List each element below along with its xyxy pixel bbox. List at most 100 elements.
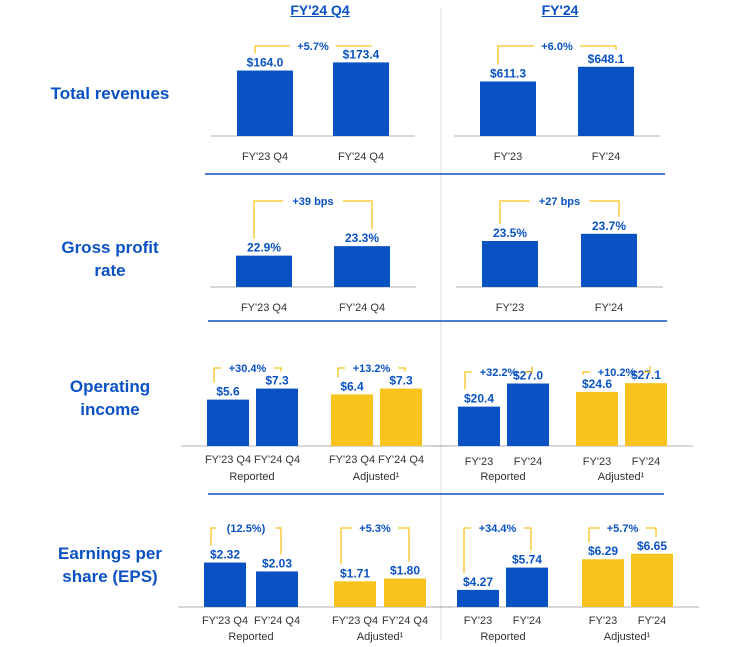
group-label: Adjusted¹ (604, 631, 651, 643)
change-bracket (210, 527, 217, 546)
change-bracket (253, 200, 284, 239)
row-label-line: rate (94, 261, 126, 280)
change-bracket (275, 527, 282, 555)
change-bracket (397, 367, 406, 372)
bar (334, 246, 390, 287)
group-label: Reported (228, 631, 273, 643)
change-bracket (254, 45, 290, 54)
data-label: $27.1 (631, 368, 661, 382)
data-label: $2.03 (262, 556, 292, 570)
change-label: (12.5%) (227, 523, 266, 535)
bar (334, 581, 376, 607)
change-bracket (524, 366, 533, 373)
change-bracket (342, 200, 373, 230)
change-bracket (499, 200, 530, 224)
bar (480, 81, 536, 136)
bar (256, 388, 298, 446)
row-label-operating-income: Operating income (30, 375, 190, 421)
tick-label: FY'23 Q4 (205, 454, 251, 466)
data-label: $5.74 (512, 553, 542, 567)
bar (333, 62, 389, 136)
bar (457, 589, 499, 607)
change-bracket (582, 371, 591, 375)
bar (507, 383, 549, 446)
change-bracket (463, 527, 472, 573)
tick-label: FY'23 Q4 (202, 615, 248, 627)
change-bracket (523, 527, 532, 551)
bar (578, 66, 634, 136)
change-bracket (589, 200, 620, 217)
row-label-gross-profit-rate: Gross profit rate (30, 236, 190, 282)
bar (582, 559, 624, 607)
change-label: +32.2% (480, 367, 518, 379)
change-bracket (340, 527, 352, 565)
data-label: $27.0 (513, 369, 543, 383)
change-bracket (213, 367, 222, 383)
bar (625, 383, 667, 446)
data-label: $24.6 (582, 377, 612, 391)
tick-label: FY'24 Q4 (382, 615, 428, 627)
bar (207, 399, 249, 446)
row-label-line: Total revenues (50, 84, 170, 103)
change-bracket (336, 45, 372, 47)
group-label: Reported (480, 631, 525, 643)
group-label: Adjusted¹ (598, 471, 645, 483)
column-header-year: FY'24 (541, 2, 579, 18)
tick-label: FY'24 (513, 615, 541, 627)
row-label-eps: Earnings per share (EPS) (30, 542, 190, 588)
bar (581, 233, 637, 287)
change-bracket (398, 527, 410, 562)
row-label-line: share (EPS) (62, 567, 158, 586)
data-label: $1.80 (390, 564, 420, 578)
data-label: $7.3 (265, 374, 289, 388)
change-bracket (645, 527, 657, 537)
bar (380, 388, 422, 446)
data-label: $5.6 (216, 385, 240, 399)
bar (384, 578, 426, 607)
change-label: +5.7% (607, 523, 639, 535)
tick-label: FY'23 (465, 456, 493, 468)
data-label: $2.32 (210, 548, 240, 562)
tick-label: FY'24 Q4 (254, 615, 300, 627)
tick-label: FY'23 (464, 615, 492, 627)
data-label: $164.0 (247, 56, 284, 70)
change-label: +34.4% (479, 523, 517, 535)
tick-label: FY'23 (589, 615, 617, 627)
change-bracket (497, 45, 534, 65)
change-bracket (464, 371, 473, 390)
tick-label: FY'23 Q4 (332, 615, 378, 627)
data-label: $7.3 (389, 374, 413, 388)
bar (237, 70, 293, 136)
tick-label: FY'24 (632, 456, 660, 468)
change-bracket (580, 45, 617, 50)
row-label-line: Gross profit (61, 238, 159, 257)
data-label: $611.3 (490, 66, 526, 80)
bar (236, 255, 292, 287)
change-bracket (588, 527, 600, 543)
data-label: 23.7% (592, 219, 626, 233)
group-label: Reported (229, 471, 274, 483)
tick-label: FY'23 Q4 (242, 151, 288, 163)
bar (458, 406, 500, 446)
bar (256, 571, 298, 607)
change-label: +30.4% (229, 363, 267, 375)
change-label: +27 bps (539, 196, 580, 208)
row-label-total-revenues: Total revenues (30, 82, 190, 105)
change-label: +6.0% (541, 41, 573, 53)
group-label: Adjusted¹ (353, 471, 400, 483)
change-label: +5.3% (359, 523, 391, 535)
tick-label: FY'24 (514, 456, 542, 468)
data-label: 23.3% (345, 231, 379, 245)
tick-label: FY'24 (595, 302, 623, 314)
data-label: $1.71 (340, 566, 370, 580)
row-label-line: income (80, 400, 140, 419)
data-label: $648.1 (588, 52, 625, 66)
group-label: Adjusted¹ (357, 631, 404, 643)
tick-label: FY'24 Q4 (378, 454, 424, 466)
bar (576, 391, 618, 446)
change-label: +13.2% (353, 363, 391, 375)
data-label: $6.65 (637, 539, 667, 553)
data-label: $6.29 (588, 544, 618, 558)
data-label: $6.4 (340, 379, 364, 393)
